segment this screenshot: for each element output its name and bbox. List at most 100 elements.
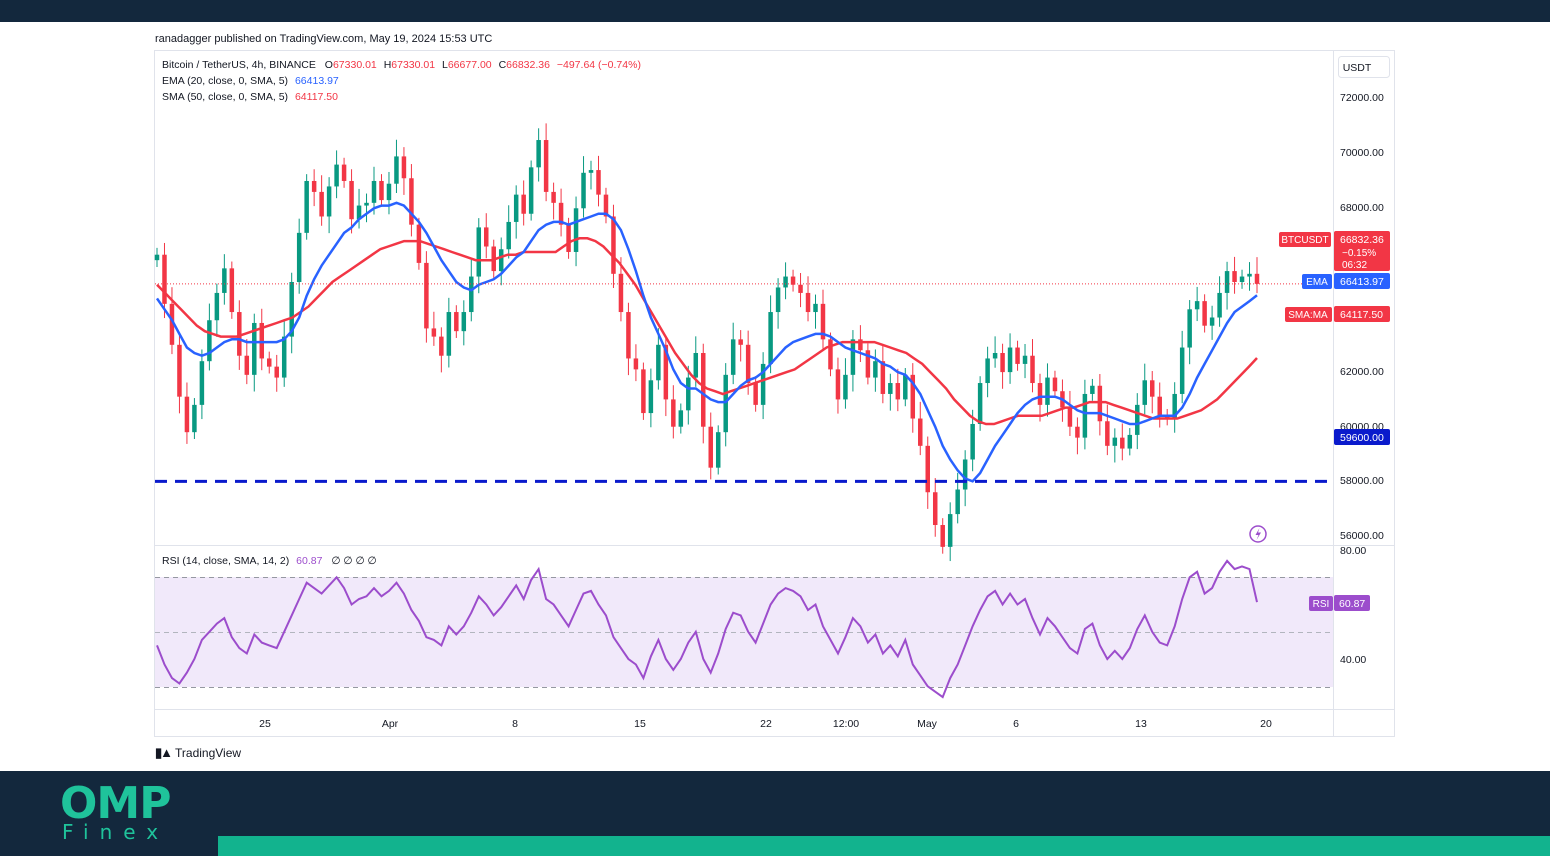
candle-up[interactable]: [461, 312, 467, 332]
candle-down[interactable]: [1052, 377, 1058, 392]
candle-down[interactable]: [925, 445, 930, 493]
candle-up[interactable]: [1082, 393, 1088, 438]
candle-up[interactable]: [1194, 301, 1200, 310]
candle-up[interactable]: [723, 374, 728, 433]
candle-down[interactable]: [162, 254, 167, 304]
candle-down[interactable]: [566, 224, 571, 252]
candle-up[interactable]: [192, 404, 197, 433]
candle-up[interactable]: [955, 489, 960, 515]
candle-down[interactable]: [543, 140, 549, 192]
candle-up[interactable]: [326, 186, 332, 217]
candle-down[interactable]: [177, 344, 182, 397]
candle-up[interactable]: [199, 361, 205, 405]
candle-down[interactable]: [424, 262, 429, 329]
candle-down[interactable]: [379, 180, 384, 201]
candle-down[interactable]: [1000, 352, 1005, 373]
candle-down[interactable]: [169, 303, 175, 345]
candle-down[interactable]: [918, 418, 923, 446]
candle-down[interactable]: [753, 383, 758, 405]
candle-up[interactable]: [888, 383, 893, 394]
candle-up[interactable]: [992, 352, 998, 359]
candle-down[interactable]: [663, 344, 669, 400]
candle-down[interactable]: [1067, 407, 1073, 427]
candle-down[interactable]: [274, 366, 279, 378]
candle-up[interactable]: [843, 374, 848, 400]
candle-down[interactable]: [439, 336, 444, 356]
candle-down[interactable]: [521, 194, 526, 214]
candle-up[interactable]: [252, 322, 257, 375]
candle-down[interactable]: [484, 227, 489, 247]
candle-down[interactable]: [1157, 396, 1162, 416]
candle-down[interactable]: [259, 322, 265, 359]
candle-down[interactable]: [1232, 271, 1237, 283]
candle-down[interactable]: [701, 352, 706, 427]
candle-up[interactable]: [873, 361, 878, 378]
candle-down[interactable]: [244, 355, 250, 375]
candle-down[interactable]: [940, 525, 945, 547]
candle-down[interactable]: [910, 374, 916, 419]
candle-up[interactable]: [573, 208, 579, 252]
candle-up[interactable]: [386, 183, 392, 201]
candle-up[interactable]: [947, 514, 953, 547]
candle-down[interactable]: [431, 328, 437, 337]
candle-up[interactable]: [730, 339, 736, 375]
candle-up[interactable]: [1022, 355, 1028, 364]
chart-svg[interactable]: Bitcoin / TetherUS, 4h, BINANCE O67330.0…: [0, 0, 1550, 771]
candle-up[interactable]: [1239, 276, 1245, 283]
candle-up[interactable]: [985, 358, 990, 384]
candle-down[interactable]: [1037, 383, 1043, 405]
candle-up[interactable]: [498, 249, 504, 272]
legend-row-rsi[interactable]: RSI (14, close, SMA, 14, 2) 60.87 ∅ ∅ ∅ …: [162, 555, 377, 567]
candle-down[interactable]: [880, 361, 886, 394]
price-axis[interactable]: 72000.00 70000.00 68000.00 62000.00 6000…: [1340, 92, 1384, 542]
candle-up[interactable]: [289, 282, 294, 337]
candle-down[interactable]: [409, 178, 414, 225]
candle-down[interactable]: [932, 492, 938, 526]
candle-up[interactable]: [693, 352, 699, 378]
candle-up[interactable]: [1187, 309, 1192, 348]
candle-down[interactable]: [641, 369, 646, 414]
candle-down[interactable]: [229, 268, 235, 313]
candle-up[interactable]: [364, 202, 369, 206]
candle-down[interactable]: [1164, 415, 1170, 419]
candle-down[interactable]: [805, 292, 811, 313]
candle-up[interactable]: [528, 167, 534, 214]
candle-down[interactable]: [237, 312, 242, 356]
candle-up[interactable]: [1045, 377, 1050, 405]
candle-down[interactable]: [1254, 273, 1260, 284]
candle-up[interactable]: [656, 344, 661, 381]
candle-up[interactable]: [281, 336, 287, 378]
candle-up[interactable]: [1179, 347, 1185, 394]
candle-down[interactable]: [738, 339, 743, 345]
candle-down[interactable]: [671, 399, 676, 427]
candle-down[interactable]: [1015, 347, 1020, 364]
candle-down[interactable]: [790, 276, 796, 285]
candle-up[interactable]: [581, 172, 586, 209]
candle-up[interactable]: [686, 377, 691, 411]
candle-up[interactable]: [214, 292, 220, 321]
candle-down[interactable]: [626, 312, 631, 359]
candle-up[interactable]: [1127, 434, 1133, 449]
rsi-axis[interactable]: 80.00 40.00: [1340, 545, 1366, 666]
candle-up[interactable]: [469, 276, 474, 313]
candle-up[interactable]: [715, 432, 721, 468]
candle-up[interactable]: [536, 140, 541, 168]
candle-down[interactable]: [184, 396, 190, 433]
candle-up[interactable]: [962, 459, 968, 490]
candle-up[interactable]: [446, 312, 452, 356]
candle-up[interactable]: [1142, 380, 1147, 405]
candle-up[interactable]: [1247, 273, 1252, 277]
candle-down[interactable]: [708, 426, 713, 468]
candle-down[interactable]: [1120, 437, 1125, 449]
candle-down[interactable]: [349, 180, 354, 220]
candle-down[interactable]: [416, 224, 422, 263]
candle-down[interactable]: [1202, 301, 1207, 326]
candle-down[interactable]: [835, 369, 841, 400]
candle-up[interactable]: [476, 227, 482, 277]
candle-up[interactable]: [903, 374, 908, 400]
candle-up[interactable]: [977, 383, 983, 424]
legend-row-ema[interactable]: EMA (20, close, 0, SMA, 5) 66413.97: [162, 75, 339, 87]
candle-down[interactable]: [745, 344, 751, 384]
candle-up[interactable]: [513, 194, 519, 222]
candle-up[interactable]: [296, 232, 302, 283]
